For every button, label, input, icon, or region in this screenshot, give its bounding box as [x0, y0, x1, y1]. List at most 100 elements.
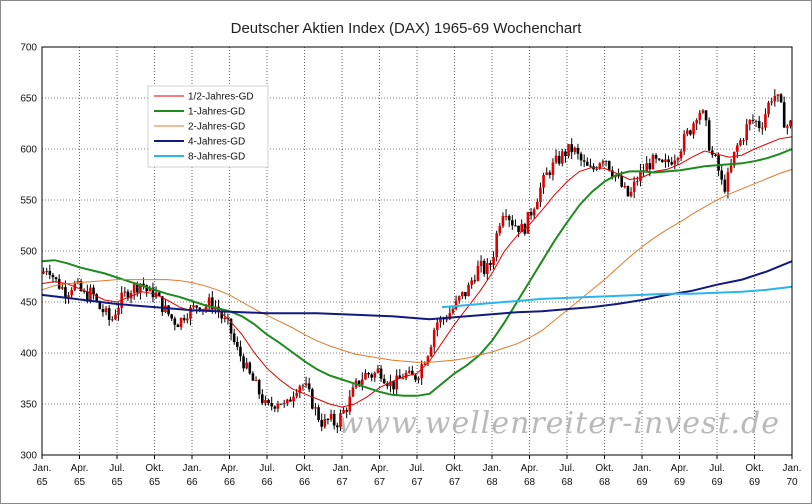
- y-tick-label: 400: [20, 349, 37, 360]
- candle-body: [282, 403, 286, 405]
- candle-body: [301, 385, 305, 387]
- y-tick-label: 500: [20, 247, 37, 258]
- candle-body: [311, 389, 314, 409]
- candle-body: [326, 418, 330, 420]
- candle-body: [651, 155, 655, 170]
- candle-body: [45, 270, 48, 272]
- candle-body: [101, 309, 105, 313]
- candle-body: [623, 185, 627, 187]
- candle-body: [604, 160, 608, 162]
- candle-body: [189, 307, 192, 319]
- candle-body: [723, 179, 727, 192]
- candle-body: [223, 318, 227, 320]
- candle-body: [561, 151, 564, 164]
- candle-body: [195, 305, 198, 308]
- candle-body: [211, 297, 214, 309]
- candle-body: [470, 280, 473, 285]
- candle-body: [245, 362, 248, 369]
- candle-body: [726, 172, 730, 192]
- candle-body: [51, 274, 55, 278]
- x-tick-label-year: 66: [261, 477, 273, 488]
- candle-body: [467, 284, 470, 297]
- candle-body: [257, 380, 261, 395]
- candle-body: [607, 160, 611, 171]
- candle-body: [598, 163, 602, 169]
- candle-body: [720, 170, 723, 180]
- candle-body: [251, 373, 255, 381]
- watermark-text: www.wellenreiter-invest.de: [338, 406, 780, 441]
- candle-body: [351, 387, 355, 397]
- candle-body: [520, 224, 523, 233]
- candle-body: [595, 168, 598, 170]
- x-tick-label-month: Apr.: [71, 463, 89, 474]
- candle-body: [586, 161, 589, 166]
- candle-body: [342, 410, 345, 414]
- candle-body: [114, 314, 117, 320]
- candle-body: [161, 296, 164, 313]
- candle-body: [526, 212, 530, 234]
- candle-body: [589, 165, 592, 167]
- candle-body: [689, 130, 692, 135]
- candle-body: [404, 372, 408, 379]
- candle-body: [664, 159, 667, 163]
- candle-body: [573, 147, 577, 153]
- candle-body: [157, 292, 161, 297]
- candle-body: [61, 287, 64, 289]
- candle-body: [89, 287, 92, 302]
- moving-averages: [41, 136, 793, 408]
- y-tick-label: 550: [20, 196, 37, 207]
- x-tick-label-month: Okt.: [745, 463, 763, 474]
- plot-area-border: [41, 46, 793, 456]
- candle-body: [751, 120, 755, 122]
- candle-body: [611, 170, 614, 178]
- x-tick-label-year: 65: [74, 477, 86, 488]
- candle-body: [198, 307, 202, 311]
- x-tick-label-month: Jan.: [33, 463, 52, 474]
- candle-body: [320, 419, 323, 427]
- candle-body: [636, 181, 639, 183]
- candle-body: [564, 151, 567, 157]
- candle-body: [748, 120, 752, 125]
- x-tick-label-year: 66: [224, 477, 236, 488]
- candle-body: [42, 271, 45, 274]
- candle-body: [254, 380, 258, 382]
- candle-body: [186, 318, 189, 321]
- candle-body: [779, 94, 783, 103]
- x-tick-label-month: Jul.: [259, 463, 275, 474]
- legend: 1/2-Jahres-GD 1-Jahres-GD 2-Jahres-GD 4-Jah…: [147, 85, 269, 168]
- candle-body: [457, 296, 461, 301]
- x-tick-label-month: Jan.: [783, 463, 802, 474]
- candle-body: [692, 123, 695, 135]
- x-tick-label-year: 69: [674, 477, 686, 488]
- candle-body: [476, 265, 480, 281]
- candle-body: [298, 386, 302, 393]
- x-tick-label-year: 67: [449, 477, 461, 488]
- x-tick-label-month: Jan.: [333, 463, 352, 474]
- x-tick-label-month: Jan.: [483, 463, 502, 474]
- candle-body: [79, 281, 83, 291]
- candle-body: [461, 291, 464, 297]
- candle-body: [767, 102, 770, 115]
- candle-body: [401, 378, 405, 380]
- y-tick-label: 300: [20, 451, 37, 462]
- y-tick-label: 700: [20, 43, 37, 54]
- candle-body: [126, 291, 130, 299]
- candle-body: [620, 175, 623, 187]
- candle-body: [648, 163, 652, 170]
- chart-title: Deutscher Aktien Index (DAX) 1965-69 Woc…: [230, 20, 582, 37]
- candle-body: [292, 396, 295, 402]
- candle-body: [370, 374, 373, 378]
- candle-body: [348, 396, 352, 412]
- candle-body: [517, 225, 520, 233]
- candle-body: [673, 160, 677, 165]
- candle-body: [679, 151, 683, 159]
- candle-body: [151, 287, 155, 298]
- candle-body: [432, 330, 436, 348]
- candle-body: [107, 308, 111, 320]
- candle-body: [279, 403, 283, 405]
- x-tick-label-year: 68: [599, 477, 611, 488]
- candle-body: [273, 406, 277, 409]
- candle-body: [770, 101, 773, 103]
- candle-body: [626, 185, 630, 197]
